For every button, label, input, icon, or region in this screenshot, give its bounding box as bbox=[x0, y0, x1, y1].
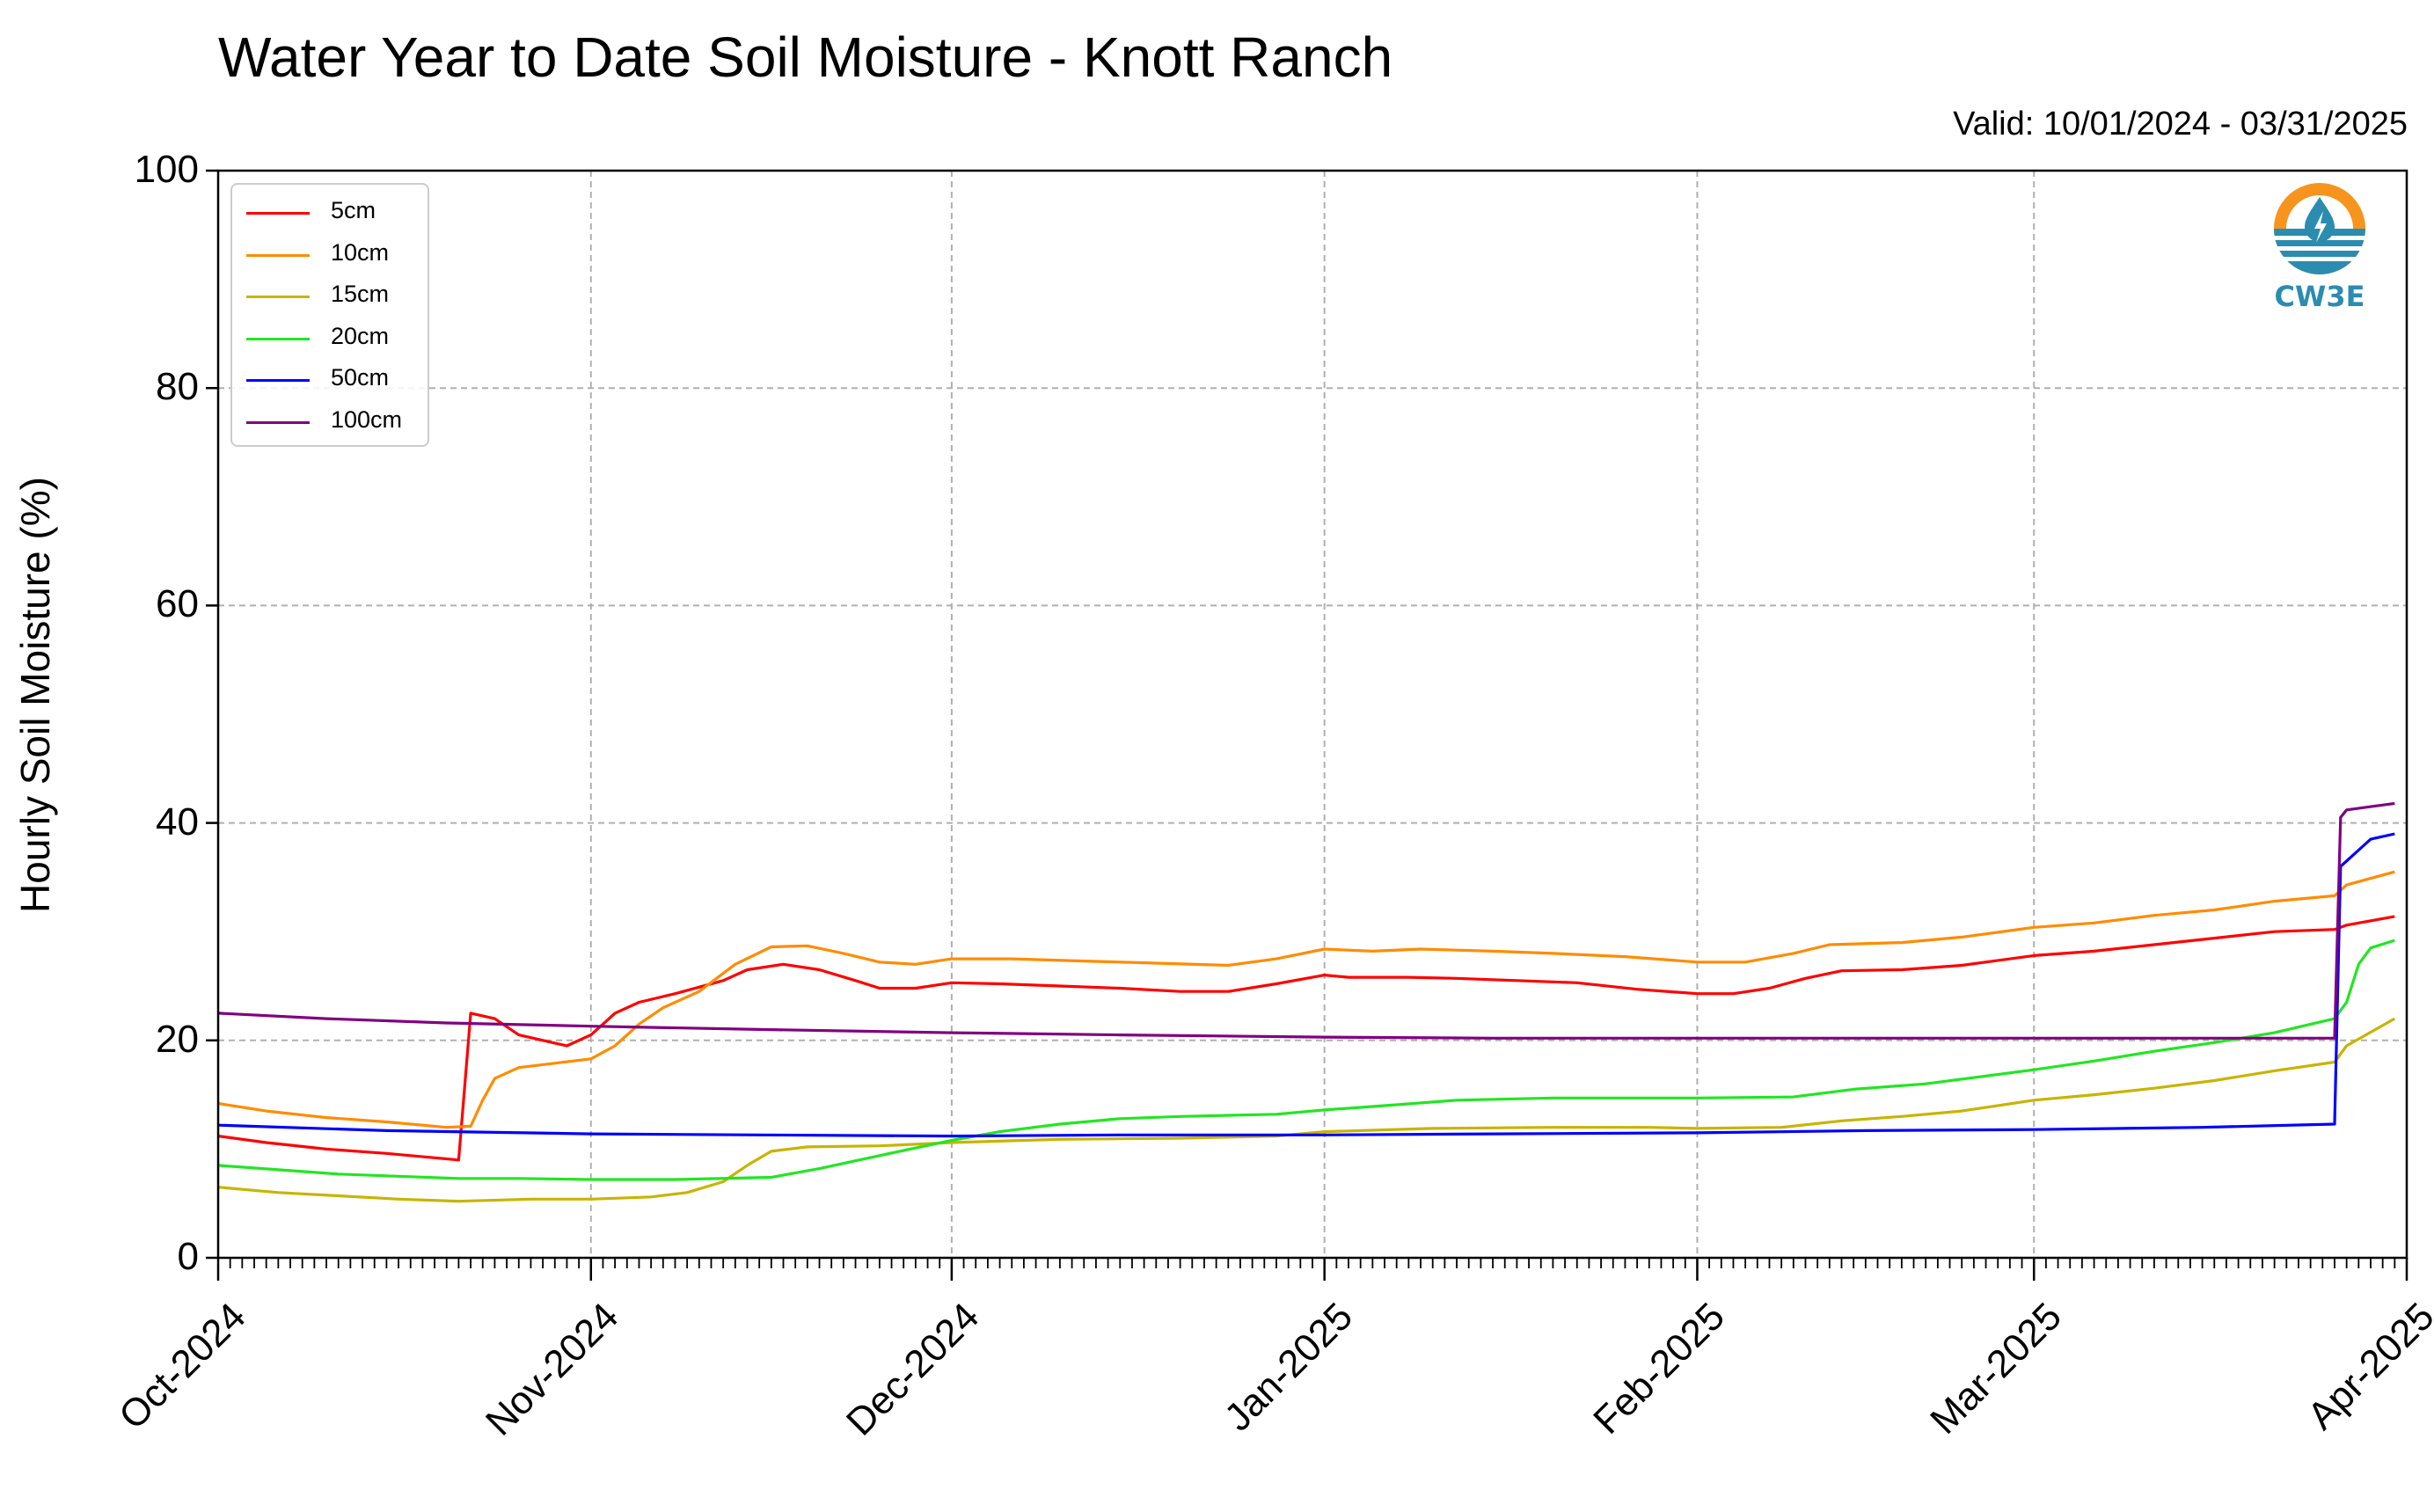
y-tick-label: 0 bbox=[177, 1235, 199, 1278]
series-line-100cm bbox=[217, 801, 2395, 1040]
legend-label: 100cm bbox=[331, 405, 403, 433]
chart-title: Water Year to Date Soil Moisture - Knott… bbox=[218, 26, 1393, 89]
series-line-20cm bbox=[217, 939, 2395, 1181]
series-line-50cm bbox=[217, 832, 2395, 1138]
legend-swatch bbox=[246, 420, 310, 424]
legend-swatch bbox=[246, 379, 310, 382]
legend-item-20cm: 20cm bbox=[232, 319, 428, 358]
plot-frame bbox=[216, 169, 2408, 1260]
legend-item-50cm: 50cm bbox=[232, 361, 428, 399]
legend-label: 10cm bbox=[331, 238, 390, 266]
legend-label: 50cm bbox=[331, 364, 390, 391]
series-line-15cm bbox=[217, 1017, 2396, 1203]
legend-item-5cm: 5cm bbox=[232, 194, 428, 232]
y-tick-label: 40 bbox=[156, 800, 199, 844]
cw3e-logo: CW3E bbox=[2262, 181, 2377, 322]
legend-swatch bbox=[246, 253, 310, 257]
legend-label: 5cm bbox=[331, 197, 376, 223]
grid-layer bbox=[218, 171, 2407, 1258]
legend-swatch bbox=[246, 337, 310, 340]
legend-label: 20cm bbox=[331, 322, 390, 349]
series-line-5cm bbox=[217, 915, 2395, 1162]
legend-item-10cm: 10cm bbox=[232, 236, 428, 274]
chart-subtitle: Valid: 10/01/2024 - 03/31/2025 bbox=[1953, 106, 2408, 142]
y-tick-label: 60 bbox=[156, 582, 199, 626]
legend-swatch bbox=[246, 296, 310, 298]
series-line-10cm bbox=[217, 870, 2395, 1129]
y-tick-label: 20 bbox=[156, 1017, 199, 1061]
axes-layer bbox=[206, 169, 2408, 1281]
cw3e-logo-text: CW3E bbox=[2274, 280, 2365, 313]
legend: 5cm 10cm 15cm 20cm 50cm 100cm bbox=[230, 183, 429, 447]
legend-item-100cm: 100cm bbox=[232, 403, 428, 442]
legend-label: 15cm bbox=[331, 281, 390, 307]
y-tick-label: 80 bbox=[156, 365, 199, 409]
y-tick-label: 100 bbox=[134, 148, 199, 191]
y-axis-label: Hourly Soil Moisture (%) bbox=[12, 477, 58, 913]
cw3e-logo-icon bbox=[2274, 183, 2365, 274]
legend-swatch bbox=[246, 212, 310, 215]
series-layer bbox=[217, 801, 2396, 1203]
legend-item-15cm: 15cm bbox=[232, 277, 428, 316]
